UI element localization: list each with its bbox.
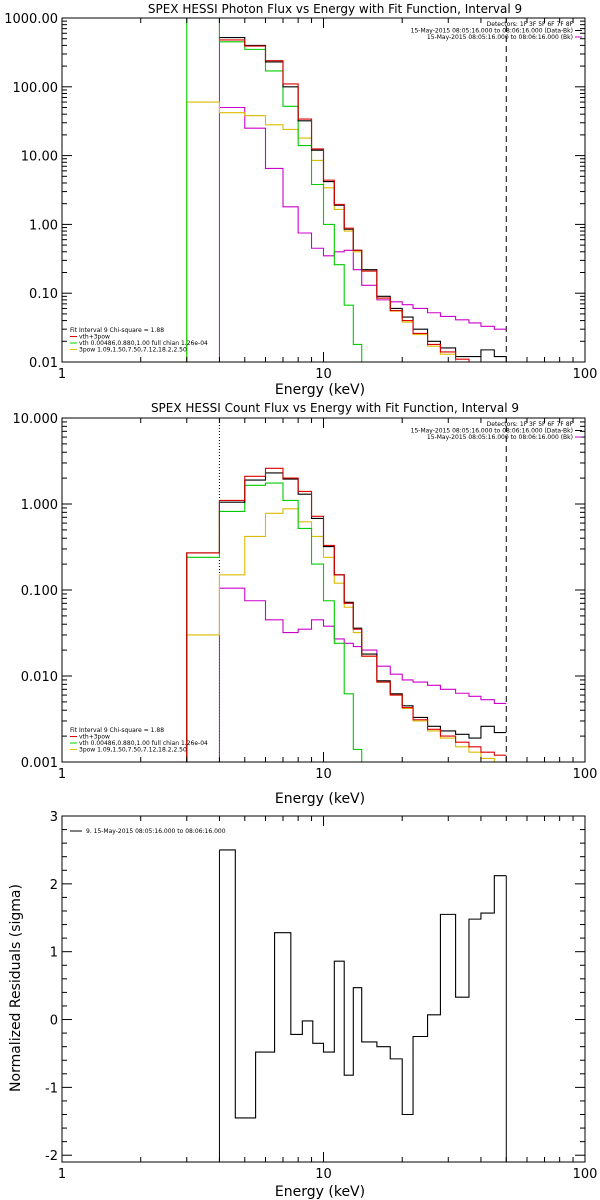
plot-area-1 — [186, 418, 507, 762]
ytick-label-0-4: 100.00 — [13, 81, 59, 96]
ytick-label-2-4: 2 — [50, 878, 58, 893]
ytick-label-1-0: 0.001 — [21, 756, 58, 771]
legend-right-text-1-2: 15-May-2015 08:05:16.000 to 08:06:16.000… — [427, 434, 573, 441]
ytick-label-1-3: 1.000 — [21, 498, 58, 513]
series-1-0 — [186, 472, 507, 762]
xtick-label-0-0: 1 — [58, 367, 66, 382]
legend-right-text-0-1: 15-May-2015 08:05:16.000 to 08:06:16.000… — [411, 28, 573, 35]
ytick-label-1-2: 0.100 — [21, 584, 58, 599]
legend-left-text-1-1: vth 0.00486,0.880,1.00 full chian 1.26e-… — [79, 740, 208, 747]
ytick-label-0-1: 0.10 — [29, 287, 58, 302]
ytick-label-2-1: -1 — [45, 1081, 58, 1096]
series-1-1 — [186, 467, 507, 762]
xtick-label-1-1: 10 — [315, 767, 332, 782]
xtick-label-2-1: 10 — [315, 1167, 332, 1182]
count-flux-title: SPEX HESSI Count Flux vs Energy with Fit… — [151, 401, 519, 415]
residuals-panel: Energy (keV) Normalized Residuals (sigma… — [8, 810, 597, 1200]
series-0-1 — [219, 39, 470, 362]
residuals-xlabel: Energy (keV) — [275, 1184, 365, 1200]
series-1-2 — [186, 482, 363, 762]
ytick-label-1-4: 10.000 — [13, 412, 59, 427]
ytick-label-0-2: 1.00 — [29, 218, 58, 233]
series-1-4 — [219, 587, 507, 704]
series-0-0 — [219, 36, 507, 358]
legend-right-text-1-1: 15-May-2015 08:05:16.000 to 08:06:16.000… — [411, 428, 573, 435]
legend-left-text-0-2: 3pow 1.09,1.50,7.50,7.12,18.2,2.50 — [79, 347, 187, 354]
legend-right-text-1-0: Detectors: 1F 3F 5F 6F 7F 8F — [487, 421, 574, 428]
legend-right-text-0-2: 15-May-2015 08:05:16.000 to 08:06:16.000… — [427, 34, 573, 41]
xtick-label-2-2: 100 — [573, 1167, 598, 1182]
ytick-label-1-1: 0.010 — [21, 670, 58, 685]
legend-left-header-1: Fit Interval 9 Chi-square = 1.88 — [70, 727, 164, 734]
series-1-3 — [186, 508, 495, 762]
series-0-4 — [219, 106, 507, 330]
legend-left-text-0-1: vth 0.00486,0.880,1.00 full chian 1.26e-… — [79, 340, 208, 347]
legend-right-text-0-0: Detectors: 1F 3F 5F 6F 7F 8F — [487, 21, 574, 28]
xtick-label-0-2: 100 — [573, 367, 598, 382]
plot-area-2 — [218, 849, 507, 1162]
ytick-label-2-3: 1 — [50, 946, 58, 961]
count-flux-panel: SPEX HESSI Count Flux vs Energy with Fit… — [13, 401, 598, 807]
legend-left-text-1-2: 3pow 1.09,1.50,7.50,7.12,18.2,2.50 — [79, 747, 187, 754]
legend-left-header-0: Fit Interval 9 Chi-square = 1.88 — [70, 327, 164, 334]
xtick-label-1-2: 100 — [573, 767, 598, 782]
legend-left-text-0-0: vth+3pow — [79, 334, 110, 341]
photon-flux-xlabel: Energy (keV) — [275, 382, 365, 398]
ytick-label-0-3: 10.00 — [21, 150, 58, 165]
xtick-label-0-1: 10 — [315, 367, 332, 382]
residuals-ylabel: Normalized Residuals (sigma) — [8, 884, 24, 1092]
ytick-label-2-0: -2 — [45, 1149, 58, 1164]
series-0-3 — [186, 101, 470, 362]
photon-flux-panel: SPEX HESSI Photon Flux vs Energy with Fi… — [4, 2, 598, 398]
xtick-label-1-0: 1 — [58, 767, 66, 782]
ytick-label-2-2: 0 — [50, 1014, 58, 1029]
series-0-2 — [186, 18, 363, 362]
ytick-label-2-5: 3 — [50, 810, 58, 825]
plot-area-0 — [186, 18, 507, 362]
ytick-label-0-5: 1000.00 — [4, 12, 58, 27]
legend-top-text-2: 9. 15-May-2015 08:05:16.000 to 08:06:16.… — [86, 828, 226, 835]
legend-left-text-1-0: vth+3pow — [79, 734, 110, 741]
count-flux-xlabel: Energy (keV) — [275, 791, 365, 807]
xtick-label-2-0: 1 — [58, 1167, 66, 1182]
series-2-0 — [219, 849, 507, 1119]
ytick-label-0-0: 0.01 — [29, 356, 58, 371]
photon-flux-title: SPEX HESSI Photon Flux vs Energy with Fi… — [148, 2, 522, 16]
